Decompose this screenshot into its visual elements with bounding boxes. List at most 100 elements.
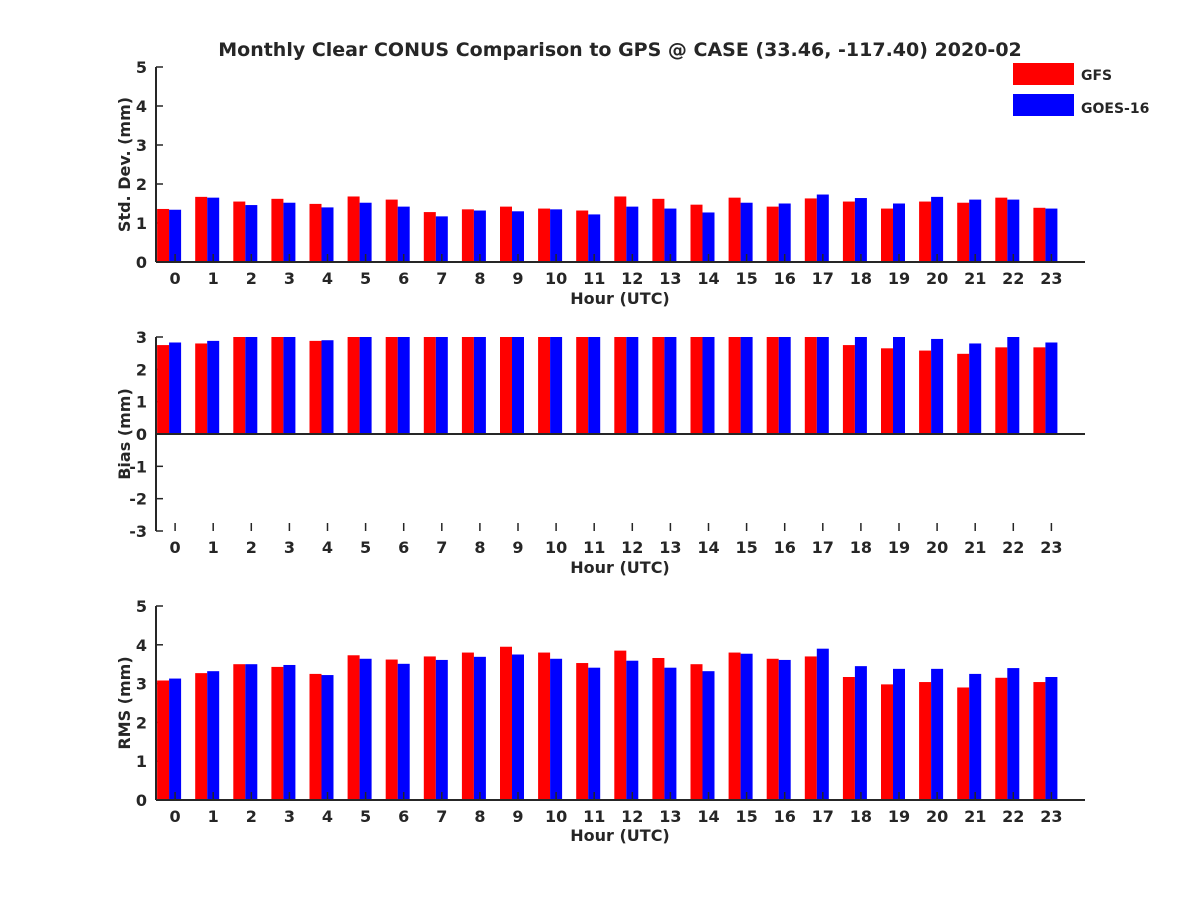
x-tick-label: 8 — [474, 269, 485, 288]
bar-goes-16-hour-7 — [435, 337, 448, 434]
x-tick-label: 6 — [398, 269, 409, 288]
x-tick-label: 11 — [583, 269, 605, 288]
x-tick-label: 13 — [659, 538, 681, 557]
bar-goes-16-hour-19 — [893, 668, 905, 800]
bar-gfs-hour-1 — [195, 673, 208, 800]
bar-goes-16-hour-23 — [1045, 677, 1058, 800]
bar-gfs-hour-13 — [652, 337, 665, 434]
bar-goes-16-hour-3 — [283, 202, 296, 262]
bar-goes-16-hour-20 — [931, 338, 944, 434]
bar-goes-16-hour-14 — [702, 212, 715, 262]
bar-gfs-hour-15 — [728, 197, 741, 262]
x-tick-label: 15 — [735, 807, 757, 826]
bar-goes-16-hour-6 — [397, 206, 410, 262]
bar-goes-16-hour-15 — [740, 653, 753, 800]
x-tick-label: 3 — [284, 807, 295, 826]
bar-goes-16-hour-14 — [702, 337, 715, 434]
bar-goes-16-hour-6 — [397, 663, 410, 800]
bar-gfs-hour-0 — [157, 345, 170, 434]
x-tick-label: 0 — [170, 807, 181, 826]
x-tick-label: 13 — [659, 269, 681, 288]
x-tick-label: 8 — [474, 538, 485, 557]
x-tick-label: 7 — [436, 807, 447, 826]
bar-gfs-hour-1 — [195, 196, 208, 262]
x-tick-label: 21 — [964, 538, 986, 557]
bar-gfs-hour-15 — [728, 337, 741, 434]
y-tick-label: 1 — [136, 752, 147, 771]
x-tick-label: 9 — [512, 807, 523, 826]
y-tick-label: 5 — [136, 597, 147, 616]
x-tick-label: 8 — [474, 807, 485, 826]
y-tick-label: 1 — [136, 393, 147, 412]
x-tick-label: 10 — [545, 269, 567, 288]
bar-goes-16-hour-17 — [816, 648, 829, 800]
legend-label-gfs: GFS — [1081, 68, 1112, 84]
bar-goes-16-hour-2 — [245, 664, 258, 800]
x-tick-label: 22 — [1002, 538, 1024, 557]
bar-gfs-hour-3 — [271, 337, 284, 434]
bar-gfs-hour-21 — [957, 353, 970, 434]
bar-gfs-hour-22 — [995, 677, 1008, 800]
bar-goes-16-hour-4 — [321, 340, 334, 434]
bar-gfs-hour-15 — [728, 652, 741, 800]
y-tick-label: 5 — [136, 58, 147, 77]
bar-goes-16-hour-1 — [207, 197, 220, 262]
bar-goes-16-hour-4 — [321, 207, 334, 262]
chart-title: Monthly Clear CONUS Comparison to GPS @ … — [218, 39, 1022, 61]
x-tick-label: 6 — [398, 538, 409, 557]
bar-goes-16-hour-12 — [626, 337, 639, 434]
bar-gfs-hour-14 — [690, 337, 703, 434]
x-tick-label: 0 — [170, 269, 181, 288]
bar-goes-16-hour-8 — [473, 656, 486, 800]
bar-goes-16-hour-13 — [664, 208, 677, 262]
y-tick-label: -3 — [129, 522, 147, 541]
bar-gfs-hour-4 — [309, 203, 322, 262]
legend: GFS GOES-16 — [1013, 63, 1149, 117]
y-tick-label: 4 — [136, 97, 147, 116]
x-tick-label: 0 — [170, 538, 181, 557]
bar-goes-16-hour-23 — [1045, 208, 1058, 262]
bar-goes-16-hour-7 — [435, 659, 448, 800]
bar-gfs-hour-16 — [766, 337, 779, 434]
bar-gfs-hour-10 — [538, 208, 551, 262]
bar-gfs-hour-19 — [881, 208, 893, 262]
bar-gfs-hour-9 — [500, 206, 512, 262]
bar-gfs-hour-20 — [919, 201, 932, 262]
bar-goes-16-hour-22 — [1007, 337, 1020, 434]
bar-gfs-hour-5 — [347, 337, 360, 434]
x-tick-label: 12 — [621, 807, 643, 826]
bar-gfs-hour-19 — [881, 348, 893, 434]
bar-gfs-hour-4 — [309, 340, 322, 434]
bar-goes-16-hour-3 — [283, 664, 296, 800]
bar-gfs-hour-11 — [576, 210, 589, 262]
bar-goes-16-hour-18 — [854, 666, 867, 800]
y-tick-label: -2 — [129, 490, 147, 509]
bar-gfs-hour-11 — [576, 337, 589, 434]
bar-gfs-hour-0 — [157, 208, 170, 262]
bar-goes-16-hour-19 — [893, 203, 905, 262]
legend-swatch-goes-16 — [1013, 94, 1074, 116]
bar-gfs-hour-18 — [842, 345, 855, 434]
bar-goes-16-hour-9 — [512, 337, 524, 434]
bar-goes-16-hour-8 — [473, 210, 486, 262]
bar-goes-16-hour-2 — [245, 337, 258, 434]
bar-gfs-hour-23 — [1033, 347, 1046, 434]
bar-goes-16-hour-10 — [550, 337, 563, 434]
bar-goes-16-hour-9 — [512, 211, 524, 262]
x-tick-label: 23 — [1040, 538, 1062, 557]
bar-gfs-hour-17 — [804, 656, 817, 800]
bar-goes-16-hour-17 — [816, 337, 829, 434]
y-tick-label: 4 — [136, 636, 147, 655]
bar-gfs-hour-2 — [233, 664, 246, 800]
bar-goes-16-hour-11 — [588, 667, 601, 800]
x-tick-label: 20 — [926, 538, 948, 557]
bar-gfs-hour-13 — [652, 657, 665, 800]
x-tick-label: 17 — [812, 538, 834, 557]
bar-gfs-hour-22 — [995, 347, 1008, 434]
bar-gfs-hour-18 — [842, 201, 855, 262]
x-tick-label: 9 — [512, 269, 523, 288]
x-tick-label: 2 — [246, 807, 257, 826]
x-tick-label: 3 — [284, 538, 295, 557]
bar-goes-16-hour-17 — [816, 194, 829, 262]
